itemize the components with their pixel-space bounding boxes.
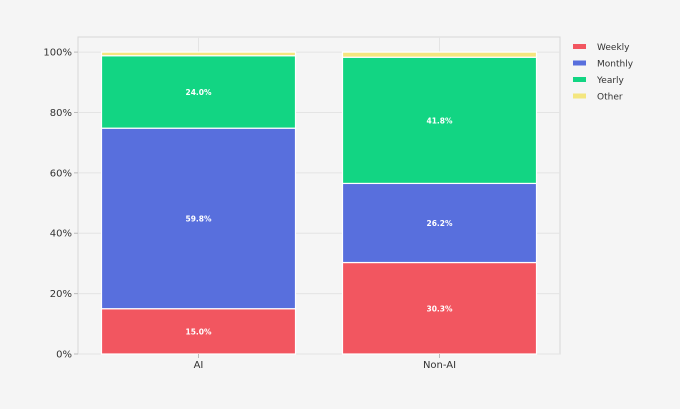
legend-swatch-other [573,93,586,99]
bar-segment-other-non-ai [341,51,538,58]
data-label: 30.3% [426,304,453,313]
bar-segment-yearly-non-ai [341,56,538,185]
y-tick-label: 0% [56,350,72,361]
y-tick-label: 60% [50,168,72,179]
y-tick-label: 40% [50,229,72,240]
bar-segment-monthly-non-ai [341,182,538,264]
y-tick-label: 20% [50,289,72,300]
data-label: 41.8% [426,116,453,125]
bar-segment-other-ai [100,51,297,57]
data-label: 24.0% [185,88,212,97]
data-label: 26.2% [426,219,453,228]
data-label: 59.8% [185,214,212,223]
bar-segment-weekly-non-ai [341,261,538,355]
y-tick-label: 80% [50,108,72,119]
legend-label: Monthly [597,60,634,70]
x-tick-label: Non-AI [423,360,456,371]
y-tick-label: 100% [43,48,72,59]
data-labels: 15.0% 59.8% 24.0% 30.3% 26.2% 41.8% [185,88,453,336]
legend-swatch-yearly [573,77,586,82]
x-tick-label: AI [194,360,204,371]
axes: 0% 20% 40% 60% 80% 100% AI Non-AI [43,48,456,371]
legend-label: Yearly [596,76,625,86]
legend-label: Other [597,93,623,103]
legend-swatch-weekly [573,44,586,49]
bar-segment-yearly-ai [100,55,297,129]
legend: Weekly Monthly Yearly Other [573,43,634,103]
bar-segment-monthly-ai [100,127,297,310]
legend-swatch-monthly [573,60,586,66]
data-label: 15.0% [185,327,212,336]
legend-label: Weekly [597,43,630,53]
bar-segment-weekly-ai [100,308,297,355]
bars [100,51,538,355]
